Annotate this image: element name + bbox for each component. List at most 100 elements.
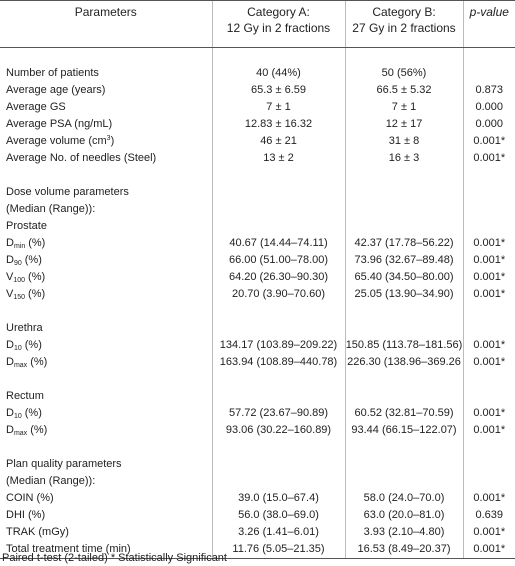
value: 57.72 (23.67–90.89) (228, 407, 329, 419)
empty-cell (462, 201, 515, 218)
label-cell: Average PSA (ng/mL) (0, 116, 212, 133)
row-label: V (6, 271, 14, 283)
value-cell: 226.30 (138.96–369.26 (344, 354, 463, 371)
label-cell: D10 (%) (0, 405, 212, 422)
value-cell: 25.05 (13.90–34.90) (344, 286, 463, 303)
table-row: Average volume (cm3) 46 ± 21 31 ± 8 0.001* (0, 133, 515, 150)
label-cell: D90 (%) (0, 252, 212, 269)
table-row: Urethra (0, 320, 515, 337)
row-label: D (6, 254, 14, 266)
value: 58.0 (24.0–70.0) (363, 492, 445, 504)
p-value: 0.001* (473, 543, 506, 555)
empty-cell (0, 303, 212, 320)
value-cell: 12.83 ± 16.32 (211, 116, 345, 133)
table-row: Dose volume parameters (0, 184, 515, 201)
section-heading: (Median (Range)): (6, 475, 96, 487)
value-cell (462, 65, 515, 82)
label-unit: (%) (24, 254, 42, 266)
value: 7 ± 1 (391, 101, 417, 113)
value-cell: 0.873 (462, 82, 515, 99)
value-cell: 0.000 (462, 99, 515, 116)
value: 3.93 (2.10–4.80) (363, 526, 445, 538)
value: 93.06 (30.22–160.89) (225, 424, 332, 436)
label-subscript: 10 (13, 413, 22, 420)
empty-cell (344, 388, 463, 405)
table-row (0, 303, 515, 320)
empty-cell (462, 320, 515, 337)
p-value: 0.001* (473, 152, 506, 164)
value-cell: 16.53 (8.49–20.37) (344, 541, 463, 559)
section-cell: (Median (Range)): (0, 201, 212, 218)
value: 40 (44%) (256, 67, 301, 79)
empty-cell (344, 201, 463, 218)
table-row: TRAK (mGy) 3.26 (1.41–6.01) 3.93 (2.10–4.8… (0, 524, 515, 541)
section-heading: Rectum (6, 390, 44, 402)
section-heading: (Median (Range)): (6, 203, 96, 215)
empty-cell (344, 303, 463, 320)
label-unit: (%) (30, 356, 48, 368)
header-cell: Parameters (0, 0, 212, 48)
value-cell: 50 (56%) (344, 65, 463, 82)
empty-cell (462, 473, 515, 490)
value-cell: 66.5 ± 5.32 (344, 82, 463, 99)
table-body: Number of patients 40 (44%) 50 (56%) Averag… (0, 47, 515, 559)
section-cell: Prostate (0, 218, 212, 235)
table-row: DHI (%) 56.0 (38.0–69.0) 63.0 (20.0–81.0) 0… (0, 507, 515, 524)
table-row: Rectum (0, 388, 515, 405)
footnote: Paired t-test (2-tailed) * Statistically… (2, 552, 227, 564)
value-cell: 66.00 (51.00–78.00) (211, 252, 345, 269)
empty-cell (0, 48, 212, 66)
row-label: D (6, 356, 14, 368)
row-label: Number of patients (6, 67, 99, 79)
empty-cell (211, 184, 345, 201)
value: 50 (56%) (381, 67, 427, 79)
empty-cell (344, 184, 463, 201)
empty-cell (344, 218, 463, 235)
value-cell: 0.001* (462, 354, 515, 371)
value: 3.26 (1.41–6.01) (238, 526, 319, 538)
empty-cell (344, 47, 463, 65)
value-cell: 56.0 (38.0–69.0) (211, 507, 345, 524)
value-cell: 0.001* (462, 405, 515, 422)
row-label: D (6, 424, 14, 436)
value-cell: 60.52 (32.81–70.59) (344, 405, 463, 422)
label-cell: TRAK (mGy) (0, 524, 212, 541)
value-cell: 0.001* (462, 337, 515, 354)
table-row: D90 (%) 66.00 (51.00–78.00) 73.96 (32.67–89… (0, 252, 515, 269)
value: 16 ± 3 (388, 152, 420, 164)
value-cell: 16 ± 3 (344, 150, 463, 167)
label-subscript: 150 (13, 294, 26, 301)
p-value: 0.639 (475, 509, 504, 521)
table-row: Prostate (0, 218, 515, 235)
table-row: V150 (%) 20.70 (3.90–70.60) 25.05 (13.90–34… (0, 286, 515, 303)
label-cell: Total treatment time (min) (0, 541, 212, 559)
value-cell: 7 ± 1 (344, 99, 463, 116)
table-row: D10 (%) 134.17 (103.89–209.22) 150.85 (113.… (0, 337, 515, 354)
value: 60.52 (32.81–70.59) (354, 407, 454, 419)
empty-cell (211, 167, 345, 184)
row-label: D (6, 339, 14, 351)
table-row: (Median (Range)): (0, 201, 515, 218)
p-value: 0.000 (475, 101, 504, 113)
row-label: Average volume (cm (6, 135, 107, 147)
p-value: 0.001* (473, 407, 506, 419)
value-cell: 73.96 (32.67–89.48) (344, 252, 463, 269)
table-row: Number of patients 40 (44%) 50 (56%) (0, 65, 515, 82)
value-cell: 0.001* (462, 133, 515, 150)
value: 46 ± 21 (260, 135, 297, 147)
label-superscript: 3 (106, 135, 111, 142)
value-cell: 57.72 (23.67–90.89) (211, 405, 345, 422)
label-cell: D10 (%) (0, 337, 212, 354)
table-row: Dmax (%) 163.94 (108.89–440.78) 226.30 (138… (0, 354, 515, 371)
value-cell: 0.639 (462, 507, 515, 524)
empty-cell (462, 439, 515, 456)
label-cell: DHI (%) (0, 507, 212, 524)
header-text: Category A: (247, 5, 310, 19)
value-cell: 0.001* (462, 541, 515, 559)
value-cell: 0.000 (462, 116, 515, 133)
row-label: D (6, 407, 14, 419)
value-cell: 0.001* (462, 490, 515, 507)
table-row: (Median (Range)): (0, 473, 515, 490)
empty-cell (344, 371, 463, 388)
